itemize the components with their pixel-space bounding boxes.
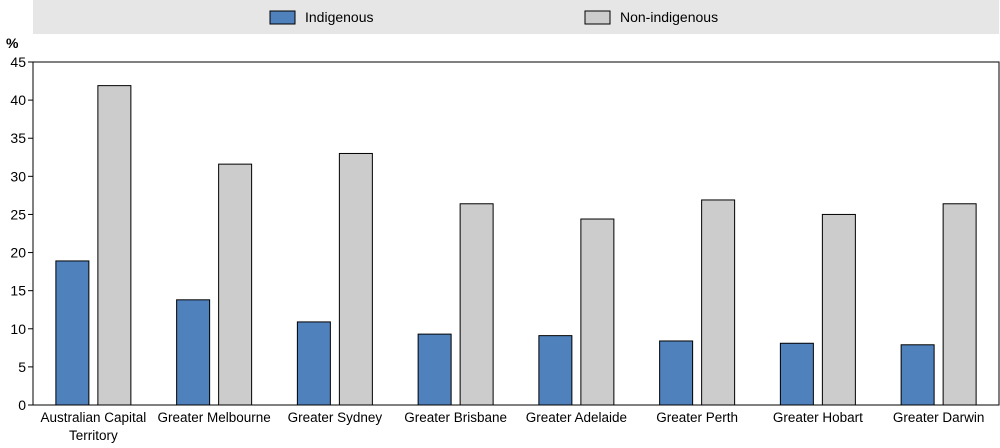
y-tick-label: 15 [10,283,26,299]
x-category-label: Territory [69,428,118,443]
bar-indigenous [538,335,573,406]
plot-frame [32,61,1000,406]
bar-indigenous [417,333,452,406]
legend-label-non-indigenous: Non-indigenous [620,9,718,25]
legend-swatch-non-indigenous [584,10,611,25]
x-category-label: Greater Sydney [288,410,383,425]
legend-swatch-indigenous [269,10,296,25]
x-category-label: Greater Darwin [893,410,985,425]
bar-non-indigenous [821,213,856,406]
bar-non-indigenous [218,163,253,406]
y-axis: 0 5 10 15 20 25 30 35 40 45 [10,54,33,413]
bar-non-indigenous [338,152,373,406]
legend-label-indigenous: Indigenous [305,9,374,25]
bar-indigenous [659,340,694,406]
x-category-label: Greater Brisbane [404,410,507,425]
y-tick-label: 0 [18,397,26,413]
bar-non-indigenous [942,203,977,406]
x-category-label: Greater Melbourne [157,410,270,425]
y-tick-label: 35 [10,130,26,146]
bar-indigenous [296,321,331,406]
bar-non-indigenous [701,199,736,406]
x-category-label: Greater Perth [656,410,738,425]
x-category-label: Australian Capital [40,410,146,425]
legend: Indigenous Non-indigenous [269,9,718,25]
x-category-label: Greater Hobart [773,410,863,425]
bar-non-indigenous [97,85,132,406]
x-axis-labels: Australian Capital Territory Greater Melbo… [40,410,984,443]
x-category-label: Greater Adelaide [526,410,627,425]
y-tick-label: 40 [10,92,26,108]
y-tick-label: 25 [10,206,26,222]
y-tick-label: 5 [18,359,26,375]
y-tick-label: 20 [10,245,26,261]
bars [55,85,977,406]
y-axis-unit-label: % [6,35,19,51]
legend-band [33,0,999,34]
y-tick-label: 10 [10,321,26,337]
bar-non-indigenous [459,203,494,406]
y-tick-label: 30 [10,168,26,184]
y-tick-label: 45 [10,54,26,70]
bar-indigenous [55,260,90,406]
bar-non-indigenous [580,218,615,406]
bar-indigenous [900,344,935,406]
bar-indigenous [176,299,211,406]
bar-indigenous [779,342,814,406]
